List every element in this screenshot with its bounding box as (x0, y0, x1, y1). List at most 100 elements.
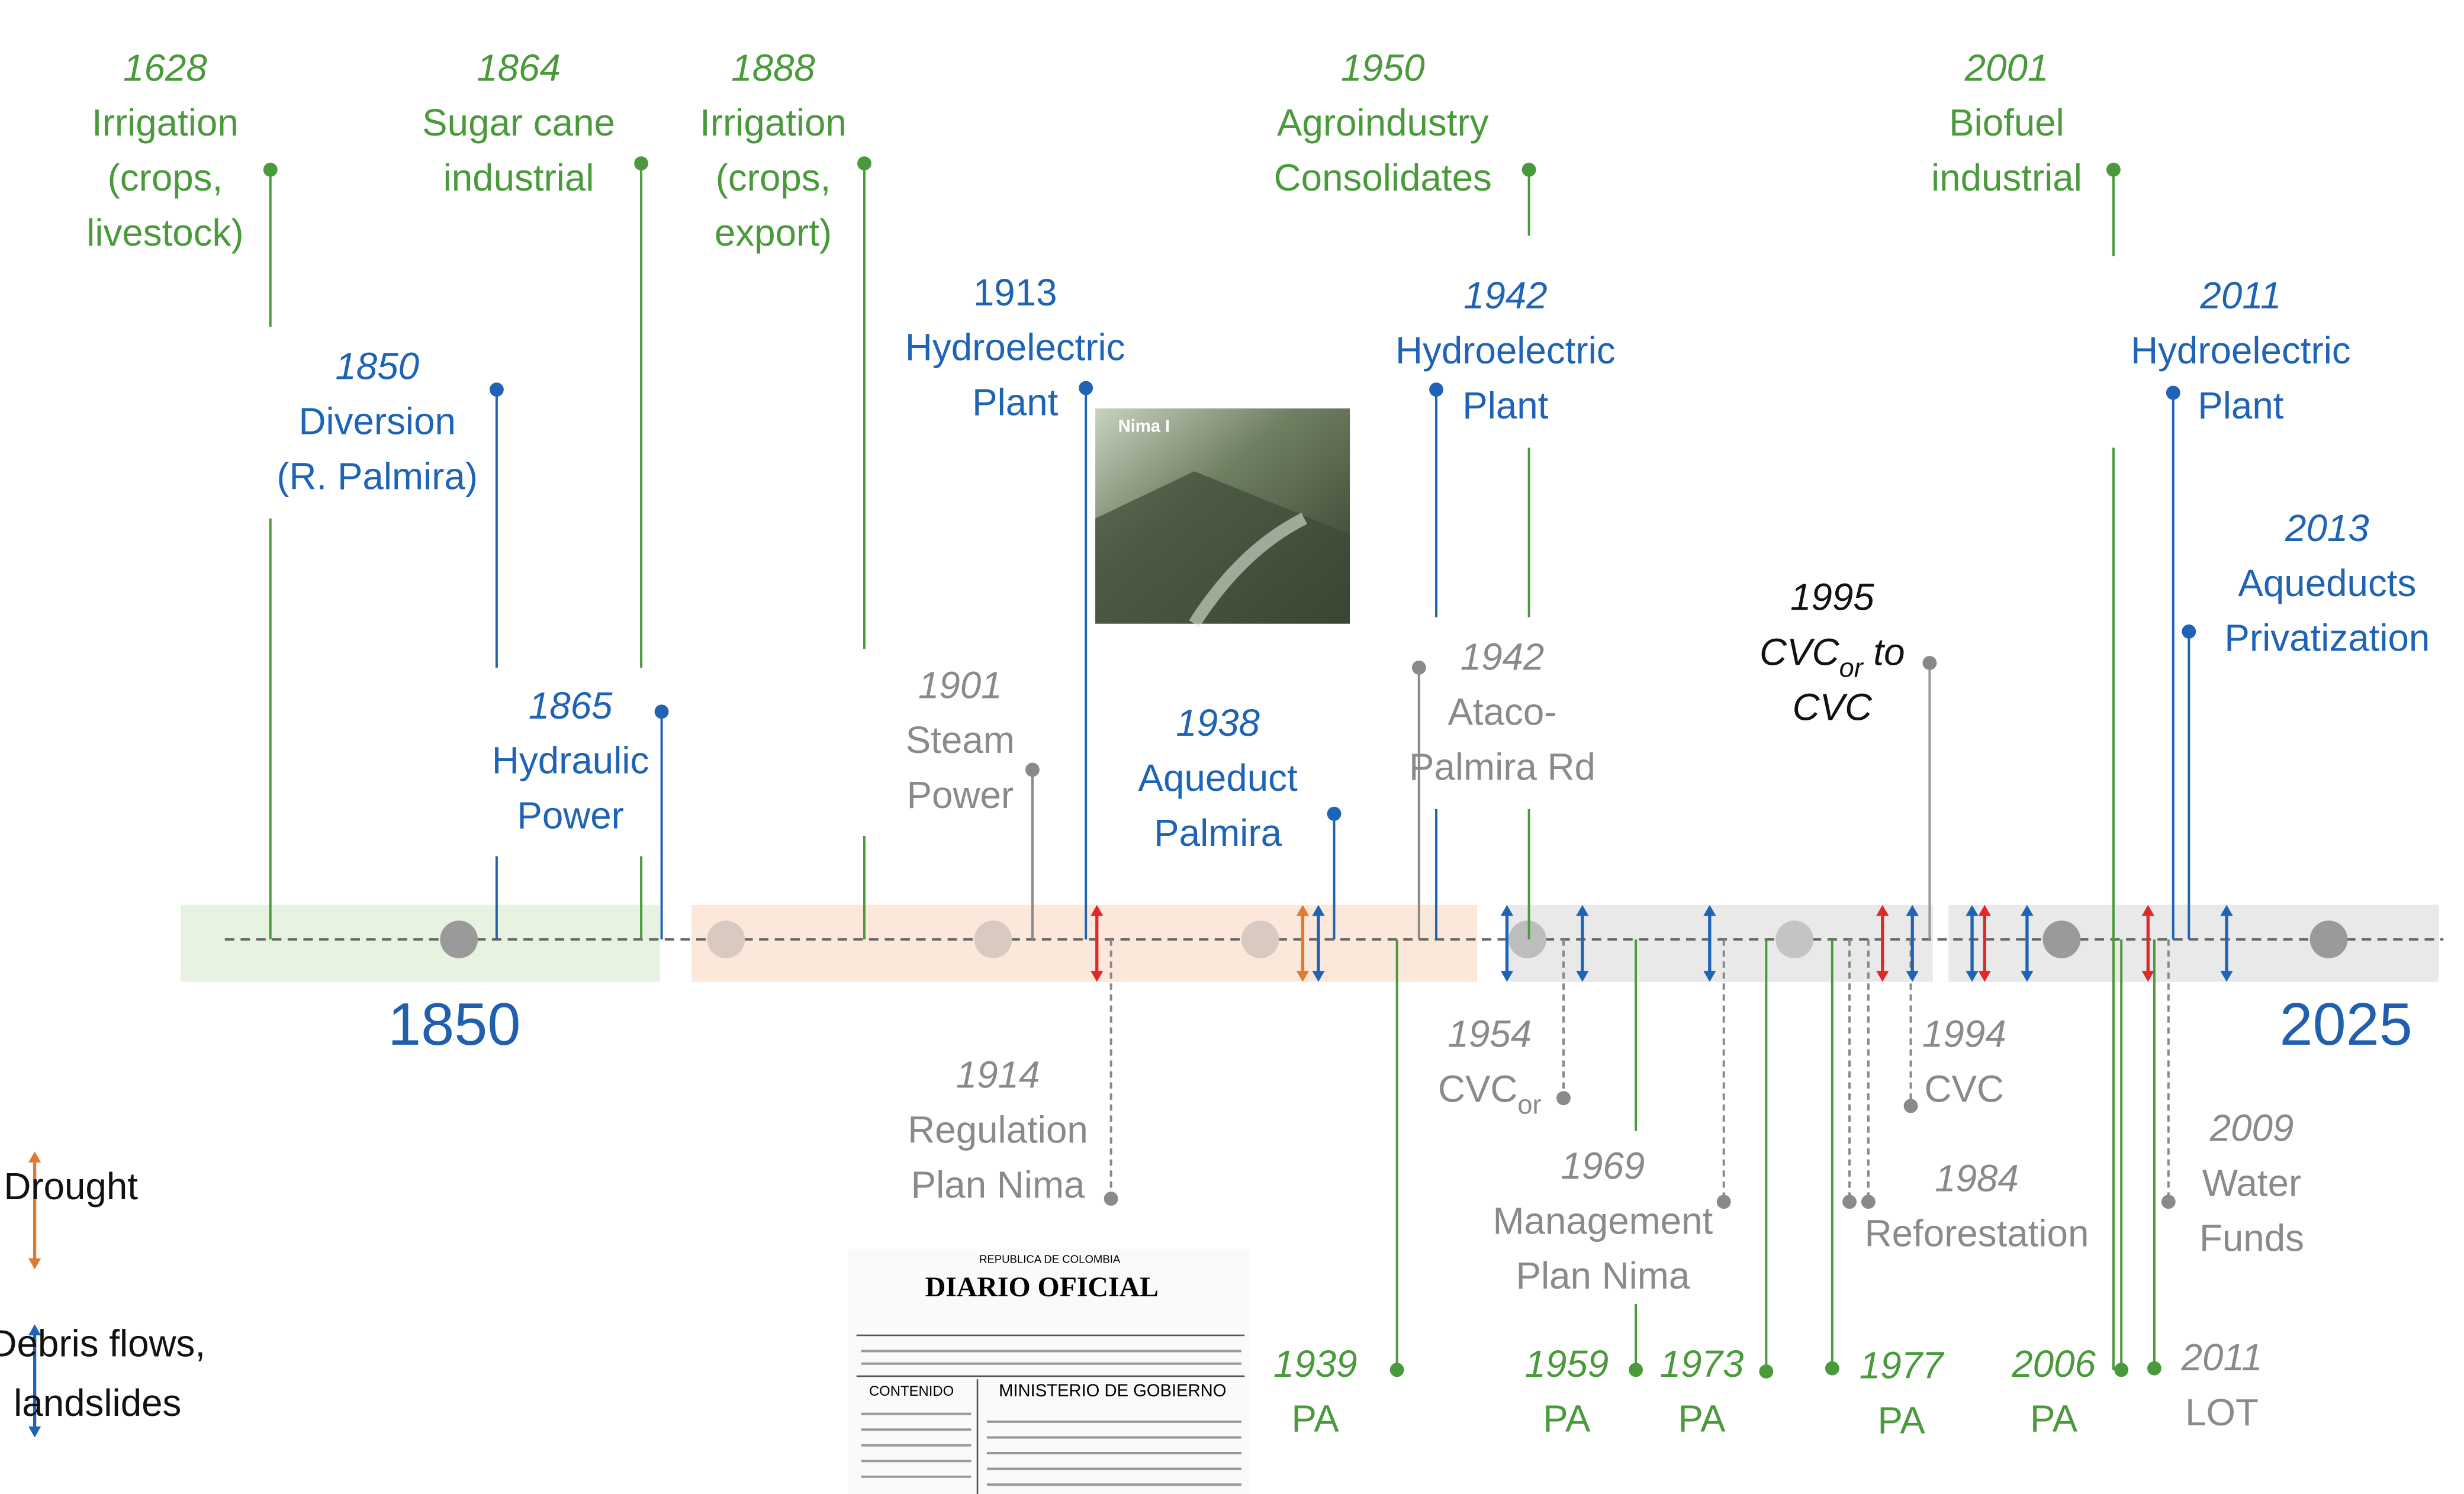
event-label: (crops, (108, 157, 223, 199)
era-marker (707, 920, 745, 958)
event-label: Water (2202, 1163, 2301, 1205)
event-label: Agroindustry (1277, 102, 1489, 144)
event-label: Funds (2199, 1218, 2304, 1260)
event-label: PA (1292, 1398, 1340, 1440)
axis-start-label: 1850 (388, 991, 520, 1058)
event-dot (1104, 1192, 1118, 1206)
event-arrow (2141, 904, 2154, 982)
era-marker (1508, 920, 1546, 958)
event-label: Power (517, 795, 624, 837)
arrow-head (2021, 904, 2034, 916)
event-year: 1959 (1524, 1343, 1609, 1385)
event-arrow (1576, 904, 1589, 982)
event-year: 1973 (1660, 1343, 1744, 1385)
event-dot (1079, 381, 1093, 395)
event-label: CVCor to (1759, 632, 1905, 684)
event-label: Hydroelectric (1395, 330, 1616, 372)
event-dot (2166, 385, 2180, 400)
legend-label: Debris flows, (0, 1322, 205, 1364)
arrow-head (1312, 904, 1325, 916)
legend-label: landslides (14, 1382, 181, 1424)
event-year: 2009 (2209, 1107, 2294, 1150)
arrow-head (1312, 971, 1325, 982)
axis-end-label: 2025 (2280, 991, 2412, 1058)
event-label: Management (1492, 1200, 1713, 1242)
arrow-head (1978, 971, 1991, 982)
event-arrow (28, 1151, 41, 1270)
event-label: Ataco- (1447, 691, 1556, 733)
event-dot (1025, 762, 1040, 777)
newspaper-title: DIARIO OFICIAL (925, 1271, 1159, 1303)
event-label: CVC (1793, 686, 1873, 728)
event-label: Consolidates (1274, 157, 1492, 199)
event-dot (1759, 1364, 1774, 1379)
arrow-head (1966, 904, 1979, 916)
era-marker (1775, 920, 1813, 958)
arrow-head (2220, 971, 2233, 982)
era-marker (1241, 920, 1279, 958)
event-label: Plant (1462, 385, 1548, 427)
arrow-head (2141, 971, 2154, 982)
arrow-head (1296, 971, 1310, 982)
event-year: 1942 (1461, 636, 1545, 678)
event-dot (2114, 1363, 2129, 1377)
arrow-head (1703, 904, 1716, 916)
event-label: Power (907, 774, 1014, 816)
event-year: 2011 (2181, 1337, 2263, 1379)
arrow-head (1703, 971, 1716, 982)
arrow-head (1906, 904, 1919, 916)
arrow-head (2021, 971, 2034, 982)
arrow-head (1906, 971, 1919, 982)
event-year: 1954 (1447, 1013, 1532, 1055)
event-arrow (2220, 904, 2233, 982)
event-label: PA (1543, 1398, 1591, 1440)
event-year: 1938 (1176, 702, 1260, 744)
event-year: 1913 (973, 272, 1057, 314)
event-dot (1842, 1194, 1857, 1209)
event-year: 1995 (1790, 577, 1874, 619)
arrow-head (1091, 971, 1104, 982)
era-marker (440, 920, 478, 958)
event-year: 2001 (1964, 47, 2049, 89)
legend-label: Drought (4, 1165, 138, 1208)
event-year: 1864 (477, 47, 561, 89)
event-dot (1389, 1363, 1404, 1377)
event-label: Steam (906, 719, 1015, 761)
event-arrow (1978, 904, 1991, 982)
arrow-head (1576, 971, 1589, 982)
event-year: 1888 (731, 47, 815, 89)
label-part: CVC (1759, 632, 1839, 674)
event-label: Palmira Rd (1409, 746, 1596, 788)
arrow-head (28, 1151, 41, 1163)
event-label: Diversion (298, 400, 455, 442)
event-arrow (1091, 904, 1104, 982)
event-year: 2013 (2285, 507, 2369, 549)
label-part: or (1839, 653, 1864, 683)
event-arrow (1703, 904, 1716, 982)
arrow-head (2220, 904, 2233, 916)
event-dot (1556, 1091, 1571, 1106)
event-label: Plan Nima (911, 1164, 1085, 1206)
event-dot (489, 382, 504, 397)
event-label: LOT (2185, 1392, 2259, 1434)
event-label: Biofuel (1949, 102, 2064, 144)
event-label: Reforestation (1865, 1213, 2089, 1255)
arrow-head (1091, 904, 1104, 916)
event-label: (crops, (716, 157, 831, 199)
event-dot (1861, 1194, 1876, 1209)
event-dot (1922, 656, 1937, 670)
arrow-head (28, 1258, 41, 1270)
event-year: 1994 (1922, 1013, 2006, 1055)
event-dot (1825, 1361, 1839, 1376)
arrow-head (1576, 904, 1589, 916)
event-dot (1716, 1194, 1731, 1209)
newspaper-ministry: MINISTERIO DE GOBIERNO (999, 1382, 1226, 1400)
photo-caption: Nima I (1118, 417, 1170, 436)
event-label: Irrigation (92, 102, 239, 144)
event-arrow (1500, 904, 1514, 982)
era-marker (2309, 920, 2348, 958)
event-label: CVC (1925, 1068, 2004, 1110)
event-label: export) (715, 212, 832, 254)
event-dot (1903, 1099, 1918, 1113)
